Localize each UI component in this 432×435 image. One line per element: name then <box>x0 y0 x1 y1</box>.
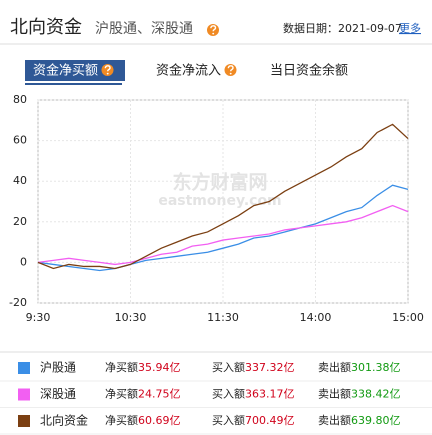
tab-label[interactable]: 当日资金余额 <box>270 63 348 79</box>
cell-label: 净买额 <box>105 360 138 374</box>
table-cell: 净买额35.94亿 <box>105 360 181 374</box>
watermark-text: 东方财富网 <box>172 171 267 194</box>
table-cell: 净买额60.69亿 <box>105 413 181 427</box>
legend-name: 北向资金 <box>40 413 88 428</box>
y-tick-label: 0 <box>20 255 27 268</box>
help-glyph <box>227 65 234 72</box>
table-cell: 买入额337.32亿 <box>212 361 295 374</box>
tabs: 资金净买额 资金净流入 当日资金余额 <box>25 60 348 85</box>
help-dot <box>229 72 232 75</box>
legend-name: 深股通 <box>40 387 76 401</box>
x-tick-label: 14:00 <box>300 311 332 324</box>
cell-value: 700.49亿 <box>245 414 295 427</box>
title: 北向资金 <box>10 17 82 38</box>
y-tick-label: 40 <box>13 174 27 187</box>
table-cell: 卖出额639.80亿 <box>318 413 401 427</box>
cell-label: 净买额 <box>105 387 138 401</box>
series-line <box>37 184 409 272</box>
x-tick-label: 9:30 <box>26 311 51 324</box>
cell-label: 卖出额 <box>318 360 351 374</box>
legend-swatch <box>18 388 30 401</box>
help-glyph <box>104 65 111 72</box>
series-line <box>37 204 409 266</box>
cell-label: 净买额 <box>105 413 138 427</box>
table-cell: 买入额700.49亿 <box>212 414 295 427</box>
y-tick-label: -20 <box>9 296 27 309</box>
series-line <box>37 123 409 270</box>
table-cell: 买入额363.17亿 <box>212 388 295 401</box>
cell-label: 卖出额 <box>318 387 351 401</box>
y-tick-label: 60 <box>13 134 27 147</box>
y-tick-label: 80 <box>13 93 27 106</box>
more-link[interactable]: 更多 <box>399 21 421 35</box>
cell-value: 639.80亿 <box>351 414 401 427</box>
subtitle: 沪股通、深股通 <box>95 21 193 37</box>
legend-swatch <box>18 362 30 374</box>
cell-label: 买入额 <box>212 414 245 427</box>
help-icon[interactable] <box>224 64 237 76</box>
help-icon[interactable] <box>101 64 114 76</box>
cell-value: 60.69亿 <box>138 414 181 427</box>
tab-label[interactable]: 资金净流入 <box>156 63 221 79</box>
help-icon[interactable] <box>207 24 219 36</box>
table-cell: 净买额24.75亿 <box>105 387 181 401</box>
date-label: 数据日期： <box>283 21 338 35</box>
help-dot <box>106 72 109 75</box>
tab-active-bg <box>25 60 125 81</box>
table-cell: 卖出额338.42亿 <box>318 387 401 401</box>
table-cell: 卖出额301.38亿 <box>318 360 401 374</box>
cell-value: 35.94亿 <box>138 361 181 374</box>
cell-label: 卖出额 <box>318 413 351 427</box>
date-value: 2021-09-07 <box>338 22 402 35</box>
lines <box>37 123 409 272</box>
cell-value: 24.75亿 <box>138 388 181 401</box>
cell-value: 337.32亿 <box>245 361 295 374</box>
cell-value: 363.17亿 <box>245 388 295 401</box>
x-tick-label: 11:30 <box>207 311 239 324</box>
x-tick-label: 10:30 <box>115 311 147 324</box>
cell-value: 301.38亿 <box>351 361 401 374</box>
cell-label: 买入额 <box>212 388 245 401</box>
x-tick-label: 15:00 <box>392 311 424 324</box>
y-tick-label: 20 <box>13 215 27 228</box>
cell-value: 338.42亿 <box>351 388 401 401</box>
legend-name: 沪股通 <box>40 361 76 375</box>
cell-label: 买入额 <box>212 361 245 374</box>
legend-swatch <box>18 415 30 427</box>
watermark-text: eastmoney.com <box>158 193 281 209</box>
date: 数据日期：2021-09-07 <box>283 21 402 35</box>
tab-label[interactable]: 资金净买额 <box>33 63 98 79</box>
